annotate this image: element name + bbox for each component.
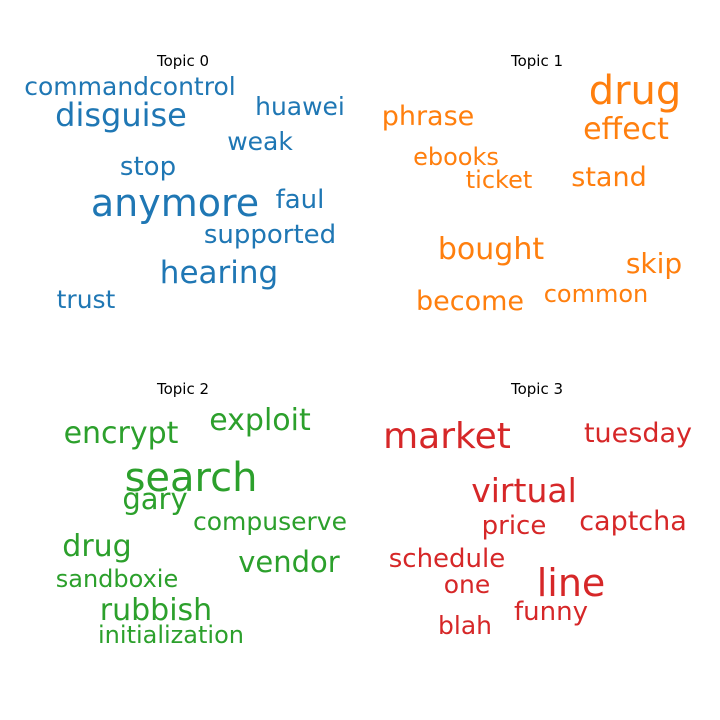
word-tuesday: tuesday (584, 418, 692, 449)
word-vendor: vendor (238, 545, 340, 579)
word-become: become (416, 286, 524, 317)
word-bought: bought (438, 232, 544, 267)
word-funny: funny (514, 597, 588, 627)
word-initialization: initialization (98, 621, 244, 649)
word-drug: drug (62, 529, 131, 564)
word-common: common (544, 280, 649, 308)
topic-panel-2: Topic 2 search exploit encrypt drug rubbish ga… (56, 380, 347, 649)
word-huawei: huawei (255, 92, 345, 121)
word-schedule: schedule (389, 544, 506, 574)
word-weak: weak (227, 127, 293, 156)
word-drug: drug (589, 68, 682, 114)
panel-title: Topic 1 (510, 52, 563, 70)
word-rubbish: rubbish (100, 593, 212, 628)
word-virtual: virtual (471, 471, 577, 510)
panel-title: Topic 2 (156, 380, 209, 398)
word-captcha: captcha (579, 506, 687, 537)
word-faul: faul (276, 185, 325, 215)
word-anymore: anymore (91, 181, 259, 225)
word-commandcontrol: commandcontrol (24, 72, 235, 101)
word-ebooks: ebooks (413, 143, 499, 171)
word-phrase: phrase (382, 101, 475, 132)
word-sandboxie: sandboxie (56, 565, 178, 593)
word-one: one (444, 570, 491, 599)
word-stand: stand (571, 162, 646, 193)
topic-panel-0: Topic 0 anymore disguise hearing commandcont… (24, 52, 345, 314)
word-gary: gary (122, 482, 187, 516)
word-exploit: exploit (209, 403, 311, 438)
word-compuserve: compuserve (193, 507, 347, 536)
word-encrypt: encrypt (64, 416, 179, 451)
word-hearing: hearing (160, 255, 278, 291)
word-skip: skip (626, 247, 682, 280)
panel-title: Topic 3 (510, 380, 563, 398)
word-trust: trust (57, 285, 116, 314)
word-ticket: ticket (466, 166, 533, 194)
word-supported: supported (204, 220, 336, 250)
word-effect: effect (583, 112, 669, 147)
word-disguise: disguise (55, 96, 187, 134)
word-search: search (125, 455, 258, 501)
word-stop: stop (120, 152, 176, 182)
word-market: market (383, 416, 511, 457)
word-price: price (482, 511, 547, 541)
word-line: line (537, 561, 606, 605)
word-blah: blah (438, 611, 492, 640)
panel-title: Topic 0 (156, 52, 209, 70)
